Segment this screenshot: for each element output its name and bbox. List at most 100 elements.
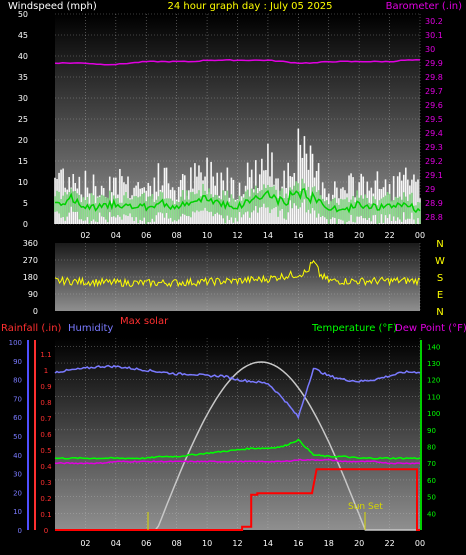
compass-label: W — [435, 256, 445, 267]
windspeed-tick-label: 45 — [18, 31, 28, 40]
windspeed-tick-labels: 0 5 10 15 20 25 30 35 40 45 50 — [18, 10, 28, 229]
humidity-tick-label: 100 — [9, 339, 22, 347]
windspeed-tick-label: 15 — [18, 157, 28, 166]
temperature-x-tick-label: 14 — [263, 539, 273, 548]
direction-plot-grid — [55, 243, 421, 311]
compass-label: N — [436, 239, 443, 250]
rainfall-tick-label: 0.8 — [40, 399, 51, 407]
humidity-tick-label: 80 — [13, 377, 22, 385]
windspeed-tick-label: 30 — [18, 94, 28, 103]
direction-tick-label: 90 — [28, 290, 38, 299]
barometer-tick-label: 29.5 — [425, 115, 443, 124]
rainfall-line — [55, 468, 420, 531]
temperature-tick-label: 100 — [427, 410, 440, 418]
direction-tick-label: 0 — [33, 307, 38, 316]
windspeed-tick-label: 25 — [18, 115, 28, 124]
direction-tick-label: 180 — [23, 273, 38, 282]
rainfall-tick-label: 0.7 — [40, 415, 51, 423]
wind-x-tick-label: 10 — [202, 231, 212, 240]
temperature-x-tick-label: 06 — [141, 539, 151, 548]
temperature-x-tick-label: 16 — [293, 539, 303, 548]
max-solar-label: Max solar — [120, 316, 169, 327]
wind-x-tick-label: 06 — [141, 231, 151, 240]
barometer-line — [54, 59, 421, 66]
windspeed-tick-label: 35 — [18, 73, 28, 82]
windspeed-tick-label: 40 — [18, 52, 28, 61]
barometer-tick-label: 29 — [425, 185, 435, 194]
windspeed-axis-title: Windspeed (mph) — [8, 1, 97, 12]
humidity-tick-label: 10 — [13, 508, 22, 516]
compass-label: E — [437, 290, 443, 301]
sunset-label: Sun Set — [348, 502, 383, 512]
direction-tick-label: 360 — [23, 239, 38, 248]
barometer-tick-label: 28.9 — [425, 199, 443, 208]
windspeed-tick-label: 0 — [23, 220, 28, 229]
barometer-tick-label: 29.9 — [425, 59, 443, 68]
wind-x-tick-labels: 02 04 06 08 10 12 14 16 18 20 22 00 — [80, 231, 425, 240]
humidity-tick-label: 30 — [13, 471, 22, 479]
temperature-x-tick-label: 18 — [324, 539, 334, 548]
wind-x-tick-label: 08 — [172, 231, 182, 240]
temperature-tick-label: 90 — [427, 427, 436, 435]
windspeed-tick-label: 20 — [18, 136, 28, 145]
humidity-tick-label: 40 — [13, 452, 22, 460]
windspeed-tick-label: 5 — [23, 199, 28, 208]
barometer-tick-label: 28.8 — [425, 213, 443, 222]
rainfall-tick-label: 0.1 — [40, 511, 51, 519]
rainfall-tick-label: 0.6 — [40, 431, 52, 439]
dewpoint-line — [54, 458, 421, 465]
humidity-tick-label: 70 — [13, 395, 22, 403]
humidity-tick-label: 90 — [13, 358, 22, 366]
direction-tick-labels: 0 90 180 270 360 — [23, 239, 38, 316]
barometer-tick-label: 29.1 — [425, 171, 443, 180]
wind-average-band — [54, 178, 421, 224]
humidity-tick-label: 0 — [18, 527, 22, 535]
humidity-tick-label: 60 — [13, 414, 22, 422]
compass-label: S — [437, 273, 443, 284]
windspeed-tick-label: 10 — [18, 178, 28, 187]
wind-x-tick-label: 18 — [324, 231, 334, 240]
rainfall-tick-label: 1 — [44, 367, 48, 375]
temperature-x-tick-label: 10 — [202, 539, 212, 548]
humidity-line — [54, 364, 421, 420]
temperature-plot-grid — [55, 338, 421, 530]
temperature-tick-label: 130 — [427, 360, 440, 368]
rainfall-tick-label: 0 — [44, 527, 48, 535]
barometer-tick-label: 29.6 — [425, 101, 443, 110]
rainfall-tick-label: 1.1 — [40, 351, 51, 359]
temperature-tick-label: 70 — [427, 460, 436, 468]
barometer-tick-labels: 28.8 28.9 29 29.1 29.2 29.3 29.4 29.5 29.6 29.7 29… — [425, 17, 443, 222]
wind-x-tick-label: 16 — [293, 231, 303, 240]
humidity-axis-title: Humidity — [68, 323, 113, 334]
barometer-tick-label: 29.8 — [425, 73, 443, 82]
humidity-tick-label: 20 — [13, 489, 22, 497]
wind-x-tick-label: 12 — [232, 231, 242, 240]
barometer-tick-label: 30.1 — [425, 31, 443, 40]
barometer-tick-label: 29.7 — [425, 87, 443, 96]
barometer-tick-label: 30.2 — [425, 17, 443, 26]
compass-label: N — [436, 307, 443, 318]
wind-x-tick-label: 20 — [354, 231, 364, 240]
rainfall-tick-label: 0.4 — [40, 463, 52, 471]
temperature-x-tick-label: 20 — [354, 539, 364, 548]
temperature-tick-label: 50 — [427, 494, 436, 502]
temperature-x-tick-label: 02 — [80, 539, 90, 548]
barometer-tick-label: 29.3 — [425, 143, 443, 152]
temperature-tick-label: 60 — [427, 477, 436, 485]
temperature-tick-label: 80 — [427, 444, 436, 452]
windspeed-tick-label: 50 — [18, 10, 28, 19]
rainfall-tick-label: 0.3 — [40, 479, 51, 487]
barometer-tick-label: 30 — [425, 45, 435, 54]
wind-x-tick-label: 04 — [111, 231, 121, 240]
temperature-x-tick-labels: 02 04 06 08 10 12 14 16 18 20 22 00 — [80, 539, 425, 548]
temperature-x-tick-label: 22 — [384, 539, 394, 548]
rainfall-axis-title: Rainfall (.in) — [1, 323, 62, 334]
temperature-tick-label: 120 — [427, 377, 440, 385]
temperature-tick-label: 140 — [427, 343, 440, 351]
wind-x-tick-label: 22 — [384, 231, 394, 240]
wind-x-tick-label: 14 — [263, 231, 273, 240]
wind-average-line — [54, 188, 421, 214]
temperature-tick-label: 110 — [427, 393, 440, 401]
temperature-tick-label: 40 — [427, 510, 436, 518]
